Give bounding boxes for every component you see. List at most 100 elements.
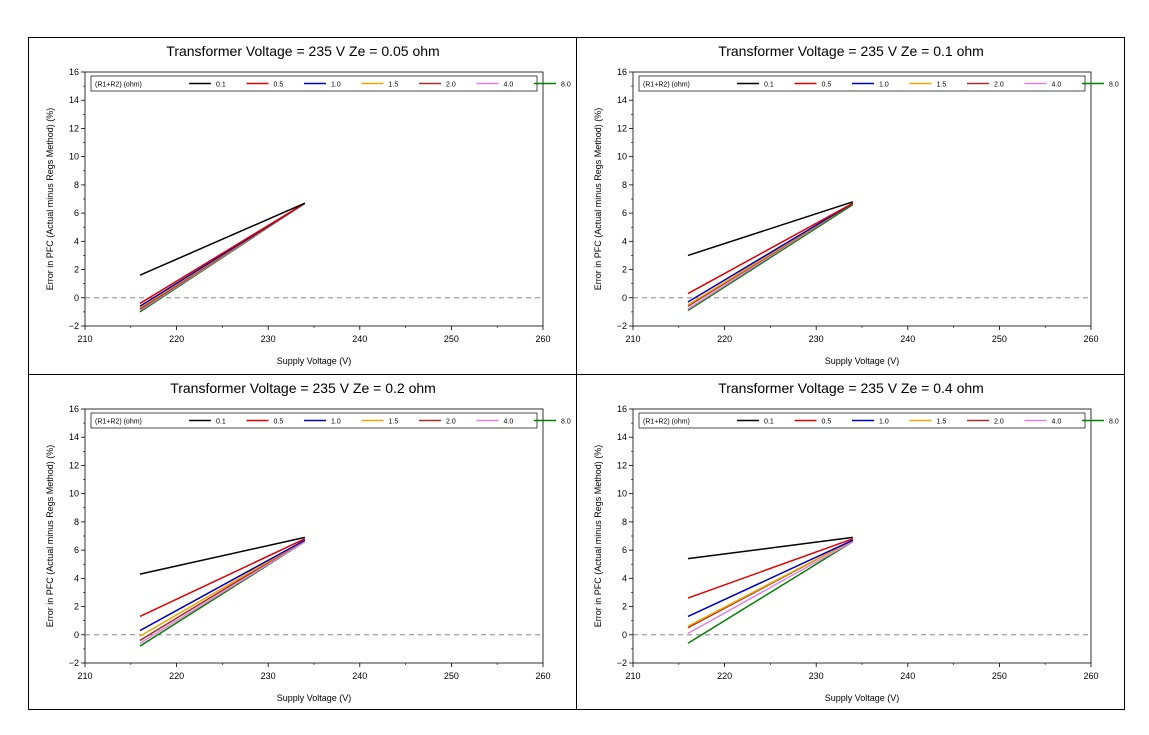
legend-label-2.0: 2.0 [446,82,456,89]
legend-label-8.0: 8.0 [1109,419,1119,426]
x-tick-label: 230 [261,671,276,681]
y-tick-label: 2 [74,602,79,612]
y-tick-label: 0 [74,293,79,303]
legend-label-1.0: 1.0 [879,419,889,426]
series-line-0.5 [139,202,306,305]
y-tick-label: 14 [617,432,627,442]
plot-frame [84,408,544,664]
x-axis-label: Supply Voltage (V) [825,356,900,366]
x-tick-label: 260 [535,671,550,681]
legend-title: (R1+R2) (ohm) [643,419,690,426]
y-tick-label: 2 [622,602,627,612]
y-tick-label: 0 [74,630,79,640]
plot-frame [84,71,544,327]
x-tick-label: 250 [992,671,1007,681]
y-tick-label: 10 [617,489,627,499]
legend-label-4.0: 4.0 [504,419,514,426]
y-tick-label: 10 [69,489,79,499]
series-line-0.1 [687,201,854,257]
legend-label-1.0: 1.0 [331,82,341,89]
y-tick-label: 14 [69,95,79,105]
series-line-1.0 [687,539,854,618]
y-tick-label: 6 [74,208,79,218]
chart-title: Transformer Voltage = 235 V Ze = 0.05 oh… [166,43,439,59]
y-tick-label: 8 [622,180,627,190]
y-tick-label: 14 [617,95,627,105]
legend-label-4.0: 4.0 [1052,419,1062,426]
legend-label-0.1: 0.1 [216,419,226,426]
x-tick-label: 230 [261,334,276,344]
series-line-0.5 [687,538,854,599]
panel-divider-vertical [576,38,577,709]
x-tick-label: 250 [444,334,459,344]
x-tick-label: 210 [77,671,92,681]
plot-frame [632,71,1092,327]
legend-label-1.5: 1.5 [389,419,399,426]
x-tick-label: 260 [535,334,550,344]
x-axis-label: Supply Voltage (V) [277,356,352,366]
legend-label-1.5: 1.5 [389,82,399,89]
y-axis-label: Error in PFC (Actual minus Regs Method) … [45,445,55,628]
y-tick-label: 4 [622,236,627,246]
y-tick-label: 10 [617,152,627,162]
x-tick-label: 210 [77,334,92,344]
x-tick-label: 240 [352,671,367,681]
x-tick-label: 230 [809,334,824,344]
chart-svg: Transformer Voltage = 235 V Ze = 0.1 ohm… [593,43,1119,366]
chart-title: Transformer Voltage = 235 V Ze = 0.4 ohm [718,380,984,396]
legend-label-1.0: 1.0 [331,419,341,426]
legend-label-0.5: 0.5 [822,82,832,89]
series-line-8.0 [687,204,854,312]
y-tick-label: 16 [617,67,627,77]
y-tick-label: 0 [622,293,627,303]
legend-label-0.1: 0.1 [764,419,774,426]
chart-title: Transformer Voltage = 235 V Ze = 0.2 ohm [170,380,436,396]
x-tick-label: 260 [1083,334,1098,344]
legend-title: (R1+R2) (ohm) [95,419,142,426]
legend-label-0.5: 0.5 [274,419,284,426]
y-tick-label: 8 [74,180,79,190]
y-axis-label: Error in PFC (Actual minus Regs Method) … [45,108,55,291]
chart-panel-ze-0.05: Transformer Voltage = 235 V Ze = 0.05 oh… [29,38,577,374]
y-tick-label: 10 [69,152,79,162]
chart-svg: Transformer Voltage = 235 V Ze = 0.05 oh… [45,43,571,366]
y-tick-label: 16 [69,404,79,414]
legend-label-4.0: 4.0 [504,82,514,89]
y-tick-label: 6 [74,545,79,555]
y-tick-label: −2 [69,321,79,331]
legend-label-0.5: 0.5 [822,419,832,426]
series-line-1.0 [687,202,854,303]
series-line-1.0 [139,539,306,632]
chart-panel-ze-0.4: Transformer Voltage = 235 V Ze = 0.4 ohm… [577,375,1125,711]
y-tick-label: 12 [69,460,79,470]
series-line-0.1 [139,202,306,276]
chart-title: Transformer Voltage = 235 V Ze = 0.1 ohm [718,43,984,59]
y-tick-label: 4 [74,573,79,583]
series-line-0.5 [139,538,306,618]
x-tick-label: 260 [1083,671,1098,681]
chart-grid: Transformer Voltage = 235 V Ze = 0.05 oh… [28,37,1125,710]
x-tick-label: 240 [352,334,367,344]
legend-label-2.0: 2.0 [446,419,456,426]
legend-title: (R1+R2) (ohm) [643,82,690,89]
x-tick-label: 220 [169,671,184,681]
series-line-1.5 [687,539,854,627]
y-tick-label: 6 [622,208,627,218]
y-tick-label: 16 [69,67,79,77]
y-tick-label: 12 [617,123,627,133]
legend-label-8.0: 8.0 [1109,82,1119,89]
y-tick-label: −2 [617,658,627,668]
y-axis-label: Error in PFC (Actual minus Regs Method) … [593,108,603,291]
x-tick-label: 210 [625,671,640,681]
series-line-1.5 [139,539,306,637]
chart-svg: Transformer Voltage = 235 V Ze = 0.2 ohm… [45,380,571,703]
series-line-0.1 [687,536,853,560]
x-axis-label: Supply Voltage (V) [825,693,900,703]
y-tick-label: 12 [69,123,79,133]
legend-label-1.5: 1.5 [937,419,947,426]
chart-svg: Transformer Voltage = 235 V Ze = 0.4 ohm… [593,380,1119,703]
legend-label-2.0: 2.0 [994,419,1004,426]
legend-label-0.1: 0.1 [216,82,226,89]
x-tick-label: 240 [900,671,915,681]
y-tick-label: −2 [69,658,79,668]
